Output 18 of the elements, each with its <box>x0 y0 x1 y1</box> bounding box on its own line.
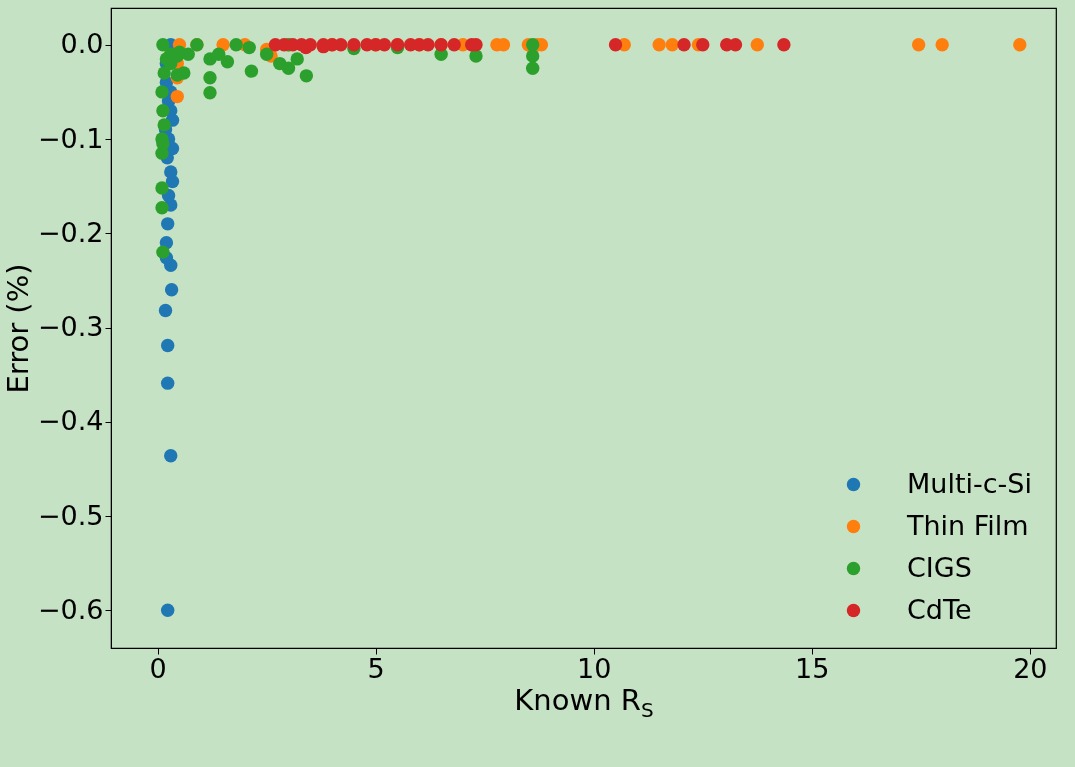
y-tick-label: −0.2 <box>37 216 104 248</box>
x-tick-label: 0 <box>149 652 167 684</box>
y-tick-label: −0.3 <box>37 311 104 343</box>
x-tick-label: 5 <box>367 652 385 684</box>
x-tick-label: 15 <box>795 652 830 684</box>
legend-label: CIGS <box>907 551 972 583</box>
legend-label: Multi-c-Si <box>907 467 1032 499</box>
y-tick-label: 0.0 <box>60 28 104 60</box>
y-tick-label: −0.6 <box>37 593 104 625</box>
x-axis-title: Known R$_{S}$ <box>514 682 654 722</box>
legend-label: CdTe <box>907 593 972 625</box>
x-tick-label: 20 <box>1013 652 1048 684</box>
y-tick-label: −0.1 <box>37 122 104 154</box>
y-tick-label: −0.5 <box>37 499 104 531</box>
y-tick-label: −0.4 <box>37 405 104 437</box>
x-tick-label: 10 <box>577 652 612 684</box>
y-axis-title: Error (%) <box>0 263 35 394</box>
legend-label: Thin Film <box>906 509 1029 541</box>
